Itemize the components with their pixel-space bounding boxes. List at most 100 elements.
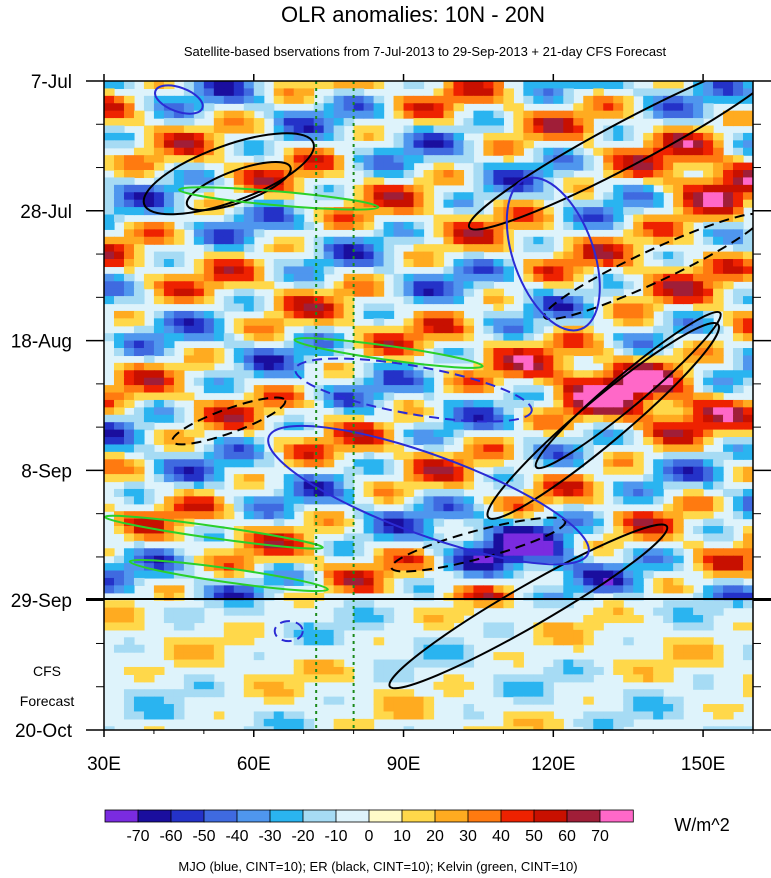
anomaly-cell <box>373 674 385 683</box>
anomaly-cell <box>643 696 654 705</box>
anomaly-cell <box>433 170 445 179</box>
anomaly-cell <box>313 318 325 327</box>
anomaly-cell <box>113 444 125 453</box>
anomaly-cell <box>433 481 445 490</box>
anomaly-cell <box>573 155 584 164</box>
anomaly-cell <box>703 704 714 713</box>
anomaly-cell <box>213 496 225 505</box>
anomaly-cell <box>333 607 345 616</box>
anomaly-cell <box>683 503 694 512</box>
colorbar-swatch <box>170 809 205 823</box>
anomaly-cell <box>363 340 375 349</box>
anomaly-cell <box>403 503 415 512</box>
anomaly-cell <box>473 244 485 253</box>
anomaly-cell <box>703 474 714 483</box>
anomaly-cell <box>673 355 684 364</box>
anomaly-cell <box>663 466 674 475</box>
anomaly-cell <box>133 526 145 535</box>
anomaly-cell <box>663 236 674 245</box>
anomaly-cell <box>213 229 225 238</box>
anomaly-cell <box>723 711 734 720</box>
anomaly-cell <box>713 236 724 245</box>
anomaly-cell <box>743 437 753 446</box>
anomaly-cell <box>613 81 624 90</box>
anomaly-cell <box>413 577 425 586</box>
anomaly-cell <box>373 459 385 468</box>
anomaly-cell <box>143 422 155 431</box>
anomaly-cell <box>623 555 634 564</box>
anomaly-cell <box>513 199 524 208</box>
anomaly-cell <box>553 325 564 334</box>
anomaly-cell <box>373 666 385 675</box>
anomaly-cell <box>393 348 405 357</box>
anomaly-cell <box>104 259 115 268</box>
anomaly-cell <box>493 147 504 156</box>
anomaly-cell <box>503 333 514 342</box>
anomaly-cell <box>503 681 514 690</box>
anomaly-cell <box>543 288 554 297</box>
anomaly-cell <box>393 199 405 208</box>
anomaly-cell <box>283 199 295 208</box>
anomaly-cell <box>563 207 574 216</box>
anomaly-cell <box>403 229 415 238</box>
anomaly-cell <box>503 503 514 512</box>
anomaly-cell <box>603 162 614 171</box>
anomaly-cell <box>123 526 135 535</box>
anomaly-cell <box>423 177 435 186</box>
anomaly-cell <box>593 563 604 572</box>
anomaly-cell <box>213 81 225 90</box>
anomaly-cell <box>623 362 634 371</box>
anomaly-cell <box>173 333 185 342</box>
anomaly-cell <box>563 555 574 564</box>
anomaly-cell <box>623 81 634 90</box>
anomaly-cell <box>413 251 425 260</box>
anomaly-cell <box>723 555 734 564</box>
anomaly-cell <box>713 577 724 586</box>
anomaly-cell <box>213 681 225 690</box>
anomaly-cell <box>493 585 504 594</box>
anomaly-cell <box>583 251 594 260</box>
anomaly-cell <box>473 236 485 245</box>
anomaly-cell <box>463 451 475 460</box>
anomaly-cell <box>563 370 574 379</box>
anomaly-cell <box>483 377 494 386</box>
anomaly-cell <box>723 229 734 238</box>
anomaly-cell <box>663 615 674 624</box>
anomaly-cell <box>363 362 375 371</box>
anomaly-cell <box>273 288 285 297</box>
anomaly-cell <box>683 615 694 624</box>
anomaly-cell <box>183 140 195 149</box>
anomaly-cell <box>453 511 465 520</box>
anomaly-cell <box>143 229 155 238</box>
anomaly-cell <box>173 132 185 141</box>
anomaly-cell <box>133 162 145 171</box>
anomaly-cell <box>603 288 614 297</box>
anomaly-cell <box>633 511 644 520</box>
anomaly-cell <box>613 600 624 609</box>
anomaly-cell <box>573 110 584 119</box>
anomaly-cell <box>104 207 115 216</box>
anomaly-cell <box>313 207 325 216</box>
anomaly-cell <box>463 555 475 564</box>
anomaly-cell <box>373 377 385 386</box>
anomaly-cell <box>473 422 485 431</box>
anomaly-cell <box>313 214 325 223</box>
anomaly-cell <box>583 132 594 141</box>
anomaly-cell <box>423 622 435 631</box>
anomaly-cell <box>623 392 634 401</box>
anomaly-cell <box>473 540 485 549</box>
anomaly-cell <box>623 689 634 698</box>
anomaly-cell <box>293 355 305 364</box>
anomaly-cell <box>673 459 684 468</box>
anomaly-cell <box>273 192 285 201</box>
anomaly-cell <box>193 637 205 646</box>
anomaly-cell <box>463 214 475 223</box>
anomaly-cell <box>353 103 365 112</box>
anomaly-cell <box>363 147 375 156</box>
anomaly-cell <box>433 288 445 297</box>
anomaly-cell <box>283 244 295 253</box>
anomaly-cell <box>503 592 514 601</box>
anomaly-cell <box>193 125 205 134</box>
anomaly-cell <box>293 221 305 230</box>
anomaly-cell <box>573 333 584 342</box>
